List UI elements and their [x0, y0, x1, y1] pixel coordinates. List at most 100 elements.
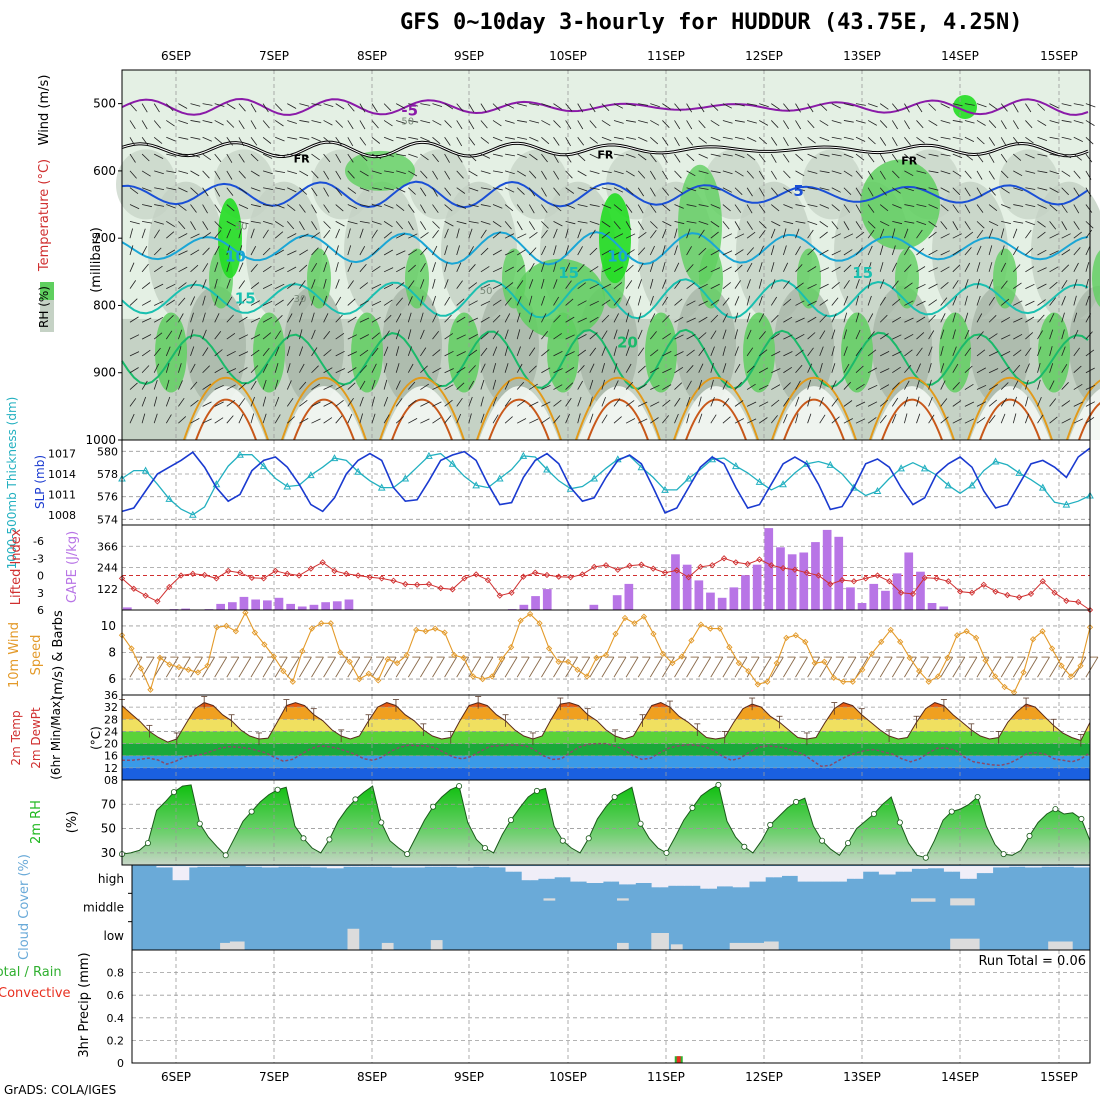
- wind-barb: [166, 267, 176, 273]
- wind-barb: [843, 346, 848, 357]
- wind-barb: [226, 137, 233, 146]
- temp-contour-30: [293, 398, 355, 441]
- rh-point: [689, 804, 696, 811]
- wind-barb: [1049, 103, 1059, 109]
- wind-barb: [190, 249, 200, 256]
- wind-barb: [613, 266, 623, 273]
- wind-barb: [807, 220, 818, 225]
- cape-bar: [624, 583, 634, 610]
- wind-barb: [226, 187, 234, 196]
- wind-barb: [371, 247, 380, 256]
- wind-barb: [613, 187, 624, 193]
- wind-barb: [347, 137, 354, 147]
- wind-barb: [129, 316, 139, 323]
- wind-barb: [1037, 221, 1046, 228]
- wind-barb: [517, 120, 528, 123]
- li-point: [543, 571, 551, 579]
- wind-point: [764, 678, 771, 685]
- wind-barb: [420, 232, 429, 239]
- li-point: [827, 581, 834, 588]
- wind-barb: [359, 300, 369, 306]
- wind-barb: [347, 245, 352, 256]
- wind-barb: [759, 120, 769, 126]
- wind-barb: [734, 249, 744, 256]
- rh-patch-green: [405, 248, 429, 309]
- cloud-high-gap: [351, 866, 360, 867]
- wind-barb: [613, 136, 624, 140]
- wind-barb: [250, 246, 257, 256]
- wind-barb: [323, 313, 329, 323]
- wind-barb: [141, 656, 155, 678]
- li-point: [1086, 606, 1094, 614]
- wind-barb: [274, 299, 284, 306]
- li-point: [213, 575, 220, 582]
- wind-barb: [746, 365, 755, 374]
- wind-barb: [650, 221, 658, 229]
- y-tick-label: 3: [37, 587, 44, 600]
- temp-contour-25: [1066, 379, 1100, 441]
- cape-bar: [297, 606, 307, 610]
- wind-barb: [1061, 170, 1071, 177]
- wind-barb: [541, 656, 554, 678]
- rh-patch-green: [939, 312, 971, 393]
- wind-barb: [1061, 656, 1075, 678]
- wind-barb: [541, 331, 549, 340]
- wind-barb: [1000, 298, 1010, 306]
- wind-barb: [831, 297, 839, 306]
- wind-barb: [722, 120, 733, 124]
- wind-barb: [783, 204, 793, 209]
- cloud-high-gap: [797, 866, 807, 882]
- wind-barb: [722, 153, 733, 157]
- wind-barb: [359, 656, 373, 678]
- wind-barb: [613, 221, 621, 230]
- wind-barb: [456, 280, 463, 289]
- cloud-high-gap: [611, 866, 620, 882]
- wind-barb: [783, 170, 791, 179]
- wind-barb: [1000, 103, 1008, 112]
- li-point: [756, 556, 763, 563]
- wind-barb: [323, 330, 331, 340]
- wind-barb: [420, 247, 428, 256]
- wind-barb: [1049, 170, 1060, 175]
- rh-patch-green: [345, 150, 415, 191]
- wind-barb: [710, 414, 717, 424]
- li-point: [1016, 594, 1023, 601]
- wind-barb: [601, 231, 610, 239]
- thickness-line: [121, 452, 1091, 516]
- wind-barb: [166, 283, 176, 289]
- wind-barb: [601, 103, 610, 111]
- wind-barb: [226, 170, 233, 180]
- wind-barb: [577, 228, 582, 239]
- wind-barb: [311, 232, 320, 239]
- x-tick-label: 13SEP: [843, 1070, 881, 1084]
- wind-barb: [722, 380, 728, 390]
- wind-barb: [613, 170, 624, 175]
- cloud-high-gap: [878, 866, 888, 875]
- wind-barb: [928, 249, 938, 256]
- wind-barb: [613, 329, 618, 340]
- rh-point: [896, 819, 903, 826]
- wind-barb: [589, 413, 594, 424]
- wind-point: [213, 624, 221, 631]
- wind-barb: [456, 316, 466, 323]
- wind-barb: [710, 153, 721, 157]
- wind-barb: [468, 187, 479, 192]
- wind-barb: [153, 103, 160, 113]
- li-point: [189, 570, 196, 577]
- rh-point: [170, 789, 177, 796]
- li-point: [803, 569, 810, 576]
- wind-barb: [662, 262, 666, 272]
- wind-barb: [783, 187, 792, 194]
- wind-barb: [964, 347, 972, 357]
- wind-barb: [855, 365, 864, 374]
- wind-barb: [529, 136, 539, 142]
- wind-barb: [408, 249, 418, 256]
- x-tick-label: 9SEP: [454, 1070, 484, 1084]
- wind-barb: [843, 381, 851, 390]
- wind-barb: [722, 233, 732, 239]
- wind-barb: [444, 384, 454, 390]
- wind-barb: [480, 229, 487, 239]
- wind-barb: [650, 384, 660, 390]
- cloud-mid-gap: [911, 898, 936, 902]
- wind-point: [783, 634, 790, 642]
